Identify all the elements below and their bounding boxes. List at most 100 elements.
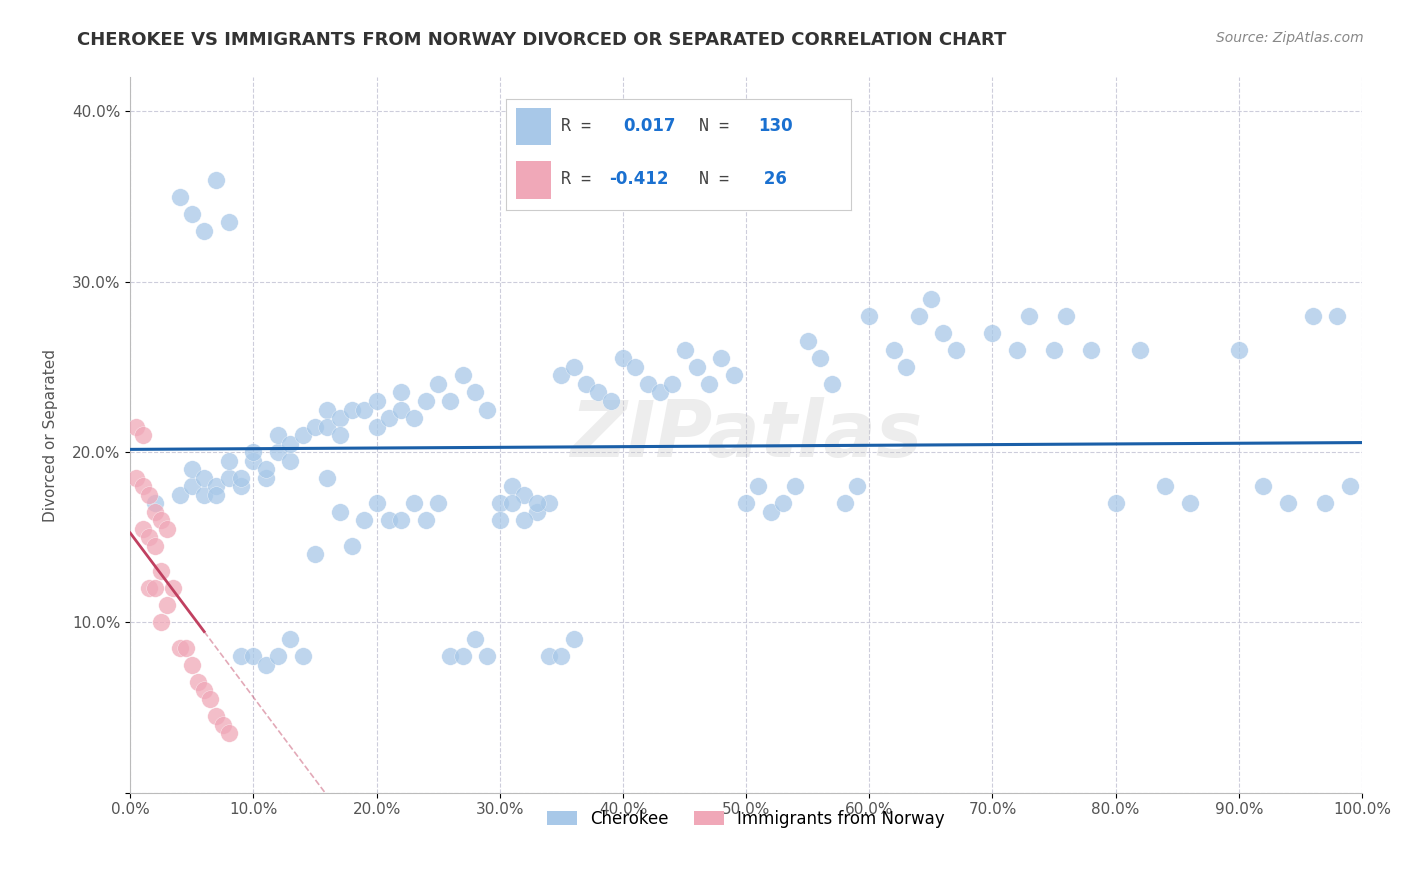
Point — [389, 385, 412, 400]
Point — [883, 343, 905, 357]
Point — [193, 488, 215, 502]
Point — [945, 343, 967, 357]
Point — [131, 428, 153, 442]
Point — [1104, 496, 1126, 510]
Point — [329, 411, 352, 425]
Point — [513, 513, 536, 527]
Point — [389, 513, 412, 527]
Point — [415, 394, 437, 409]
Point — [427, 376, 450, 391]
Point — [205, 479, 228, 493]
Point — [477, 649, 499, 664]
Point — [180, 462, 202, 476]
Point — [291, 428, 314, 442]
Text: ZIPatlas: ZIPatlas — [569, 397, 922, 473]
Point — [254, 470, 277, 484]
Point — [143, 505, 166, 519]
Point — [427, 496, 450, 510]
Point — [451, 368, 474, 383]
Point — [218, 470, 240, 484]
Point — [637, 376, 659, 391]
Point — [180, 657, 202, 672]
Point — [686, 359, 709, 374]
Point — [125, 470, 148, 484]
Point — [267, 428, 290, 442]
Point — [464, 632, 486, 647]
Point — [477, 402, 499, 417]
Point — [723, 368, 745, 383]
Text: CHEROKEE VS IMMIGRANTS FROM NORWAY DIVORCED OR SEPARATED CORRELATION CHART: CHEROKEE VS IMMIGRANTS FROM NORWAY DIVOR… — [77, 31, 1007, 49]
Point — [218, 726, 240, 740]
Point — [821, 376, 844, 391]
Point — [378, 411, 401, 425]
Point — [464, 385, 486, 400]
Point — [439, 394, 461, 409]
Point — [329, 505, 352, 519]
Point — [316, 419, 339, 434]
Point — [1253, 479, 1275, 493]
Point — [366, 419, 388, 434]
Point — [920, 292, 942, 306]
Point — [378, 513, 401, 527]
Point — [1339, 479, 1361, 493]
Point — [599, 394, 621, 409]
Point — [1129, 343, 1152, 357]
Point — [488, 513, 510, 527]
Point — [1043, 343, 1066, 357]
Point — [143, 496, 166, 510]
Point — [562, 359, 585, 374]
Point — [280, 632, 302, 647]
Point — [254, 462, 277, 476]
Point — [150, 513, 173, 527]
Point — [550, 649, 572, 664]
Point — [697, 376, 720, 391]
Point — [1080, 343, 1102, 357]
Point — [211, 717, 233, 731]
Point — [366, 496, 388, 510]
Point — [1154, 479, 1177, 493]
Point — [932, 326, 955, 340]
Legend: Cherokee, Immigrants from Norway: Cherokee, Immigrants from Norway — [540, 803, 952, 834]
Point — [169, 640, 191, 655]
Point — [661, 376, 683, 391]
Point — [205, 488, 228, 502]
Point — [785, 479, 807, 493]
Point — [280, 453, 302, 467]
Point — [772, 496, 794, 510]
Point — [205, 172, 228, 186]
Point — [242, 649, 264, 664]
Point — [193, 224, 215, 238]
Point — [747, 479, 769, 493]
Point — [291, 649, 314, 664]
Point — [896, 359, 918, 374]
Point — [1277, 496, 1299, 510]
Point — [169, 189, 191, 203]
Point — [1018, 309, 1040, 323]
Point — [180, 207, 202, 221]
Point — [501, 496, 523, 510]
Point — [304, 547, 326, 561]
Point — [402, 496, 425, 510]
Point — [1227, 343, 1250, 357]
Point — [143, 539, 166, 553]
Point — [366, 394, 388, 409]
Point — [537, 649, 560, 664]
Point — [229, 649, 252, 664]
Point — [138, 488, 160, 502]
Point — [138, 582, 160, 596]
Point — [267, 445, 290, 459]
Point — [125, 419, 148, 434]
Point — [162, 582, 184, 596]
Point — [981, 326, 1004, 340]
Point — [131, 479, 153, 493]
Point — [329, 428, 352, 442]
Point — [218, 453, 240, 467]
Point — [1326, 309, 1348, 323]
Point — [193, 470, 215, 484]
Point — [415, 513, 437, 527]
Point — [612, 351, 634, 366]
Point — [513, 488, 536, 502]
Text: Source: ZipAtlas.com: Source: ZipAtlas.com — [1216, 31, 1364, 45]
Point — [180, 479, 202, 493]
Point — [304, 419, 326, 434]
